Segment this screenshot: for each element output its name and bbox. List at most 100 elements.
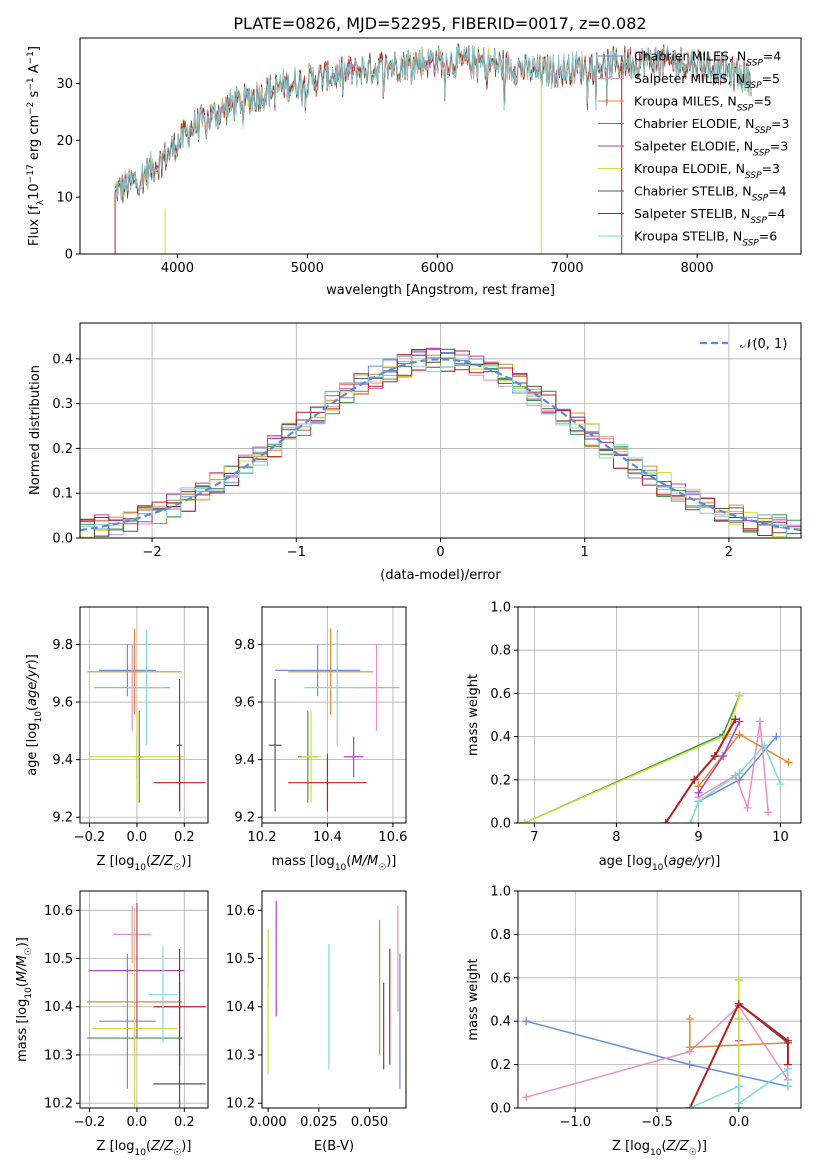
y-tick-label: 9.6 [234, 696, 255, 711]
y-tick-label: 10.4 [44, 1000, 73, 1015]
x-tick-label: 0.2 [174, 830, 195, 845]
x-tick-label: 0.2 [174, 1115, 195, 1130]
y-tick-label: 0.2 [490, 773, 511, 788]
y-tick-label: 0.6 [490, 971, 511, 986]
legend-entry: Chabrier MILES, NSSP=4 [634, 49, 781, 69]
x-axis-label: age [log10(age/yr)] [599, 854, 721, 873]
plot-area [267, 900, 401, 1089]
weight-marker-krou_stelib [734, 1082, 743, 1091]
weight-marker-krou_stelib [776, 780, 785, 789]
x-tick-label: 4000 [161, 261, 194, 276]
y-tick-label: 0.2 [490, 1058, 511, 1073]
y-tick-label: 9.8 [52, 638, 73, 653]
spectrum-panel: 4000 5000 6000 7000 8000 0 10 20 30 wavelength [A… [26, 37, 802, 298]
x-tick-label: −0.5 [641, 1115, 673, 1130]
figure-title: PLATE=0826, MJD=52295, FIBERID=0017, z=0… [233, 14, 646, 33]
weight-marker-salp_stelib [734, 999, 743, 1008]
plot-border [79, 890, 209, 1109]
y-axis-label: mass weight [466, 674, 481, 756]
x-axis-label: wavelength [Angstrom, rest frame] [326, 283, 555, 298]
y-tick-label: 9.2 [52, 811, 73, 826]
plot-border [261, 890, 407, 1109]
y-tick-label: 9.8 [234, 638, 255, 653]
y-tick-label: 10 [56, 191, 73, 206]
x-tick-label: 8 [612, 830, 620, 845]
plot-border [261, 606, 407, 824]
x-tick-label: 10 [772, 830, 789, 845]
weight-marker-krou_miles [735, 730, 744, 739]
weight-marker-krou_elodie [734, 1015, 743, 1024]
weight-line-salp_elodie [697, 721, 741, 794]
y-axis-label: mass weight [466, 958, 481, 1040]
weight-marker-salp_miles [743, 803, 752, 812]
plot-border [517, 606, 802, 824]
weight-marker-salp_miles [522, 1093, 531, 1102]
normal-curve [80, 358, 801, 532]
plot-area [268, 628, 400, 812]
x-tick-label: 0.0 [728, 1115, 749, 1130]
weight-marker-krou_stelib [735, 769, 744, 778]
x-tick-label: −1 [287, 545, 306, 560]
plot-border [79, 606, 209, 824]
x-tick-label: 9 [694, 830, 702, 845]
weight-line-chab_elodie [524, 695, 741, 823]
weight-marker-krou_stelib [685, 1104, 694, 1108]
weight-marker-salp_stelib [731, 715, 740, 724]
x-tick-label: 7000 [551, 261, 584, 276]
x-tick-label: 0 [436, 545, 444, 560]
plot-area [87, 628, 206, 812]
histogram-krou_stelib [80, 354, 801, 538]
weight-marker-salp_elodie [719, 752, 728, 761]
y-tick-label: 10.5 [44, 952, 73, 967]
y-tick-label: 0.0 [490, 817, 511, 832]
plot-area [522, 975, 792, 1108]
weight-marker-krou_stelib [760, 741, 769, 750]
x-tick-label: 10.2 [248, 830, 277, 845]
y-tick-label: 9.4 [52, 753, 73, 768]
x-tick-label: 8000 [681, 261, 714, 276]
y-tick-label: 10.3 [226, 1048, 255, 1063]
weight-marker-salp_stelib [661, 819, 670, 823]
y-tick-label: 0.0 [490, 1102, 511, 1117]
x-tick-label: −1.0 [559, 1115, 591, 1130]
weight-marker-krou_elodie [735, 691, 744, 700]
weight-marker-krou_elodie [520, 819, 529, 823]
x-tick-label: 0.000 [249, 1115, 286, 1130]
y-tick-label: 0.8 [490, 644, 511, 659]
weight-marker-salp_stelib [783, 1036, 792, 1045]
x-axis-label: mass [log10(M/M☉)] [272, 854, 397, 873]
y-tick-label: 9.6 [52, 696, 73, 711]
y-axis-label: age [log10(age/yr)] [25, 654, 44, 776]
y-tick-label: 10.3 [44, 1048, 73, 1063]
x-tick-label: 0.050 [351, 1115, 388, 1130]
x-tick-label: 0.025 [300, 1115, 337, 1130]
x-tick-label: 0.0 [127, 1115, 148, 1130]
plot-area [87, 903, 206, 1108]
legend-entry: Salpeter ELODIE, NSSP=3 [634, 139, 788, 159]
y-tick-label: 9.2 [234, 811, 255, 826]
y-axis-label: mass [log10(M/M☉)] [15, 937, 34, 1062]
y-tick-label: 10.6 [44, 904, 73, 919]
weight-line-salp_miles [525, 1004, 789, 1098]
weight-marker-salp_miles [764, 808, 773, 817]
weight-marker-krou_elodie [734, 975, 743, 984]
weight-marker-krou_miles [685, 1015, 694, 1024]
weight-marker-krou_stelib [694, 797, 703, 806]
legend-entry: Salpeter STELIB, NSSP=4 [634, 206, 785, 226]
x-axis-label: E(B-V) [314, 1139, 354, 1154]
legend-entry: 𝒩(0, 1) [740, 337, 787, 352]
x-axis-label: Z [log10(Z/Z☉)] [97, 854, 192, 873]
y-tick-label: 10.6 [226, 904, 255, 919]
y-tick-label: 30 [56, 77, 73, 92]
x-tick-label: 0.0 [127, 830, 148, 845]
plot-area [520, 691, 793, 823]
weight-marker-salp_elodie [735, 717, 744, 726]
x-tick-label: 10.6 [378, 830, 407, 845]
y-tick-label: 0.0 [52, 532, 73, 547]
weight-marker-krou_miles [784, 758, 793, 767]
y-tick-label: 10.4 [226, 1000, 255, 1015]
y-tick-label: 0 [65, 248, 73, 263]
y-tick-label: 0.6 [490, 687, 511, 702]
mass_vs_Z-panel: −0.2 0.0 0.2 10.2 10.3 10.4 10.5 10.6 Z [log10(Z… [15, 890, 209, 1158]
